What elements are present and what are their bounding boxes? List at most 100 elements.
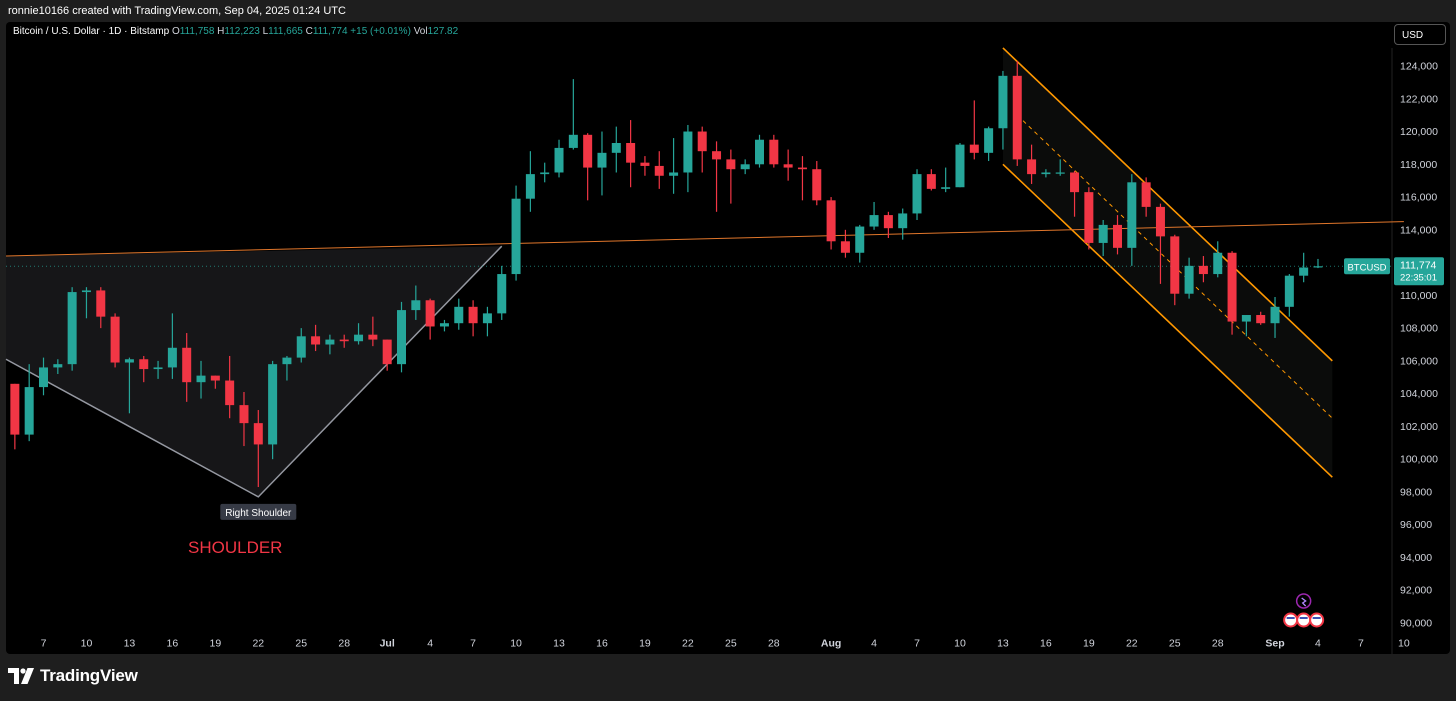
price-tick-label: 96,000 (1400, 519, 1432, 531)
high-label: H (217, 26, 225, 37)
candle-body (1241, 315, 1251, 322)
time-tick-label: 10 (81, 638, 93, 650)
time-tick-label: 16 (596, 638, 608, 650)
time-tick-label: 19 (1083, 638, 1095, 650)
candle (110, 313, 120, 368)
candle-body (912, 174, 922, 214)
candle-body (210, 375, 220, 381)
attribution-text: ronnie10166 created with TradingView.com… (8, 5, 346, 17)
time-tick-label: 7 (470, 638, 476, 650)
price-tick-label: 116,000 (1400, 192, 1437, 204)
candle-body (225, 380, 235, 406)
chart-frame[interactable] (6, 22, 1450, 654)
candle (53, 359, 63, 374)
candle (1141, 177, 1151, 217)
candle (439, 319, 449, 332)
candle (81, 287, 91, 319)
candle (583, 133, 593, 201)
low-label: L (262, 26, 269, 37)
us-flag-stripe (1312, 617, 1321, 619)
candle-body (368, 334, 378, 340)
candle-body (139, 359, 149, 370)
candle (912, 169, 922, 220)
open-label: O (171, 26, 180, 37)
symbol-tag-badge (1344, 258, 1390, 275)
candle (554, 139, 564, 178)
candle (1012, 61, 1022, 166)
candle (926, 169, 936, 191)
time-tick-label: 7 (1358, 638, 1364, 650)
candle (611, 126, 621, 173)
candle (225, 355, 235, 419)
candle (840, 229, 850, 258)
candle-body (998, 75, 1008, 129)
candle (339, 334, 349, 348)
time-tick-label: 7 (914, 638, 920, 650)
candle (712, 141, 722, 212)
price-tick-label: 102,000 (1400, 421, 1438, 433)
candle (124, 357, 134, 414)
price-tick-label: 92,000 (1400, 585, 1432, 597)
candle-body (1155, 206, 1165, 237)
candle-body (411, 300, 421, 311)
candle (540, 162, 550, 183)
time-tick-label: 7 (41, 638, 47, 650)
candle-body (969, 144, 979, 153)
price-tick-label: 98,000 (1400, 486, 1432, 498)
tradingview-logo-icon (8, 668, 34, 684)
candle-body (1184, 265, 1194, 294)
candle-body (354, 334, 364, 342)
candle (740, 159, 750, 175)
candle (1241, 315, 1251, 337)
candle (1127, 174, 1137, 266)
time-tick-label: Jul (380, 638, 395, 650)
candle (898, 208, 908, 240)
candle (425, 298, 435, 340)
candle-body (311, 336, 321, 345)
candle-body (239, 405, 249, 424)
us-flag-icon (1309, 612, 1325, 628)
price-tick-label: 124,000 (1400, 61, 1438, 73)
candle (1284, 274, 1294, 317)
candle (311, 324, 321, 352)
candle (1313, 258, 1323, 269)
candle (1113, 215, 1122, 255)
candle-body (1170, 236, 1180, 294)
currency-button[interactable]: USD (1394, 24, 1446, 45)
time-tick-label: 25 (295, 638, 307, 650)
price-tick-label: 104,000 (1400, 388, 1438, 400)
change-value: +15 (+0.01%) (350, 26, 411, 37)
countdown-label: 22:35:01 (1400, 272, 1437, 283)
time-tick-label: 13 (997, 638, 1009, 650)
candle (597, 131, 607, 196)
candle (755, 134, 764, 168)
economic-events-icon (1283, 593, 1325, 628)
candle-body (697, 131, 707, 152)
candle (24, 364, 34, 442)
us-flag-icon (1296, 612, 1312, 628)
candle (1155, 203, 1165, 284)
candle-body (81, 290, 91, 293)
candle-body (955, 144, 965, 188)
candle-body (1284, 275, 1294, 307)
tradingview-logo[interactable]: TradingView (8, 666, 138, 686)
candle-body (640, 162, 650, 166)
candle (955, 142, 965, 188)
candle-body (1113, 224, 1122, 248)
time-tick-label: 22 (1126, 638, 1138, 650)
candle (654, 151, 664, 189)
time-tick-label: 13 (553, 638, 565, 650)
candle-body (740, 164, 750, 170)
us-flag-stripe (1286, 617, 1295, 619)
shoulder-fill (6, 246, 502, 497)
time-tick-label: 10 (1398, 638, 1410, 650)
candle (468, 300, 478, 337)
candle (239, 392, 249, 447)
candle-body (583, 134, 593, 168)
candle (1084, 187, 1094, 250)
candle (1299, 252, 1309, 283)
candle (1098, 219, 1108, 257)
candle-body (1227, 252, 1237, 322)
candle-body (840, 241, 850, 253)
